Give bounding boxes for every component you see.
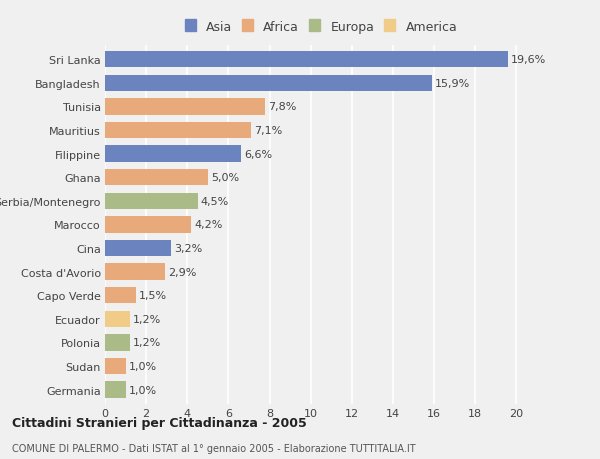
Text: 1,0%: 1,0% <box>128 361 157 371</box>
Bar <box>105 311 130 327</box>
Bar <box>105 358 125 375</box>
Legend: Asia, Africa, Europa, America: Asia, Africa, Europa, America <box>182 18 460 36</box>
Text: 4,2%: 4,2% <box>194 220 223 230</box>
Bar <box>105 193 197 210</box>
Bar <box>105 146 241 162</box>
Text: 1,2%: 1,2% <box>133 314 161 324</box>
Text: 7,1%: 7,1% <box>254 126 283 136</box>
Bar <box>105 381 125 398</box>
Text: 1,0%: 1,0% <box>128 385 157 395</box>
Bar <box>105 169 208 186</box>
Text: 19,6%: 19,6% <box>511 55 547 65</box>
Bar <box>105 287 136 304</box>
Text: 6,6%: 6,6% <box>244 149 272 159</box>
Bar <box>105 99 265 115</box>
Text: 3,2%: 3,2% <box>174 243 202 253</box>
Bar <box>105 75 432 92</box>
Text: COMUNE DI PALERMO - Dati ISTAT al 1° gennaio 2005 - Elaborazione TUTTITALIA.IT: COMUNE DI PALERMO - Dati ISTAT al 1° gen… <box>12 443 416 453</box>
Text: 1,5%: 1,5% <box>139 291 167 301</box>
Bar <box>105 217 191 233</box>
Text: 5,0%: 5,0% <box>211 173 239 183</box>
Text: Cittadini Stranieri per Cittadinanza - 2005: Cittadini Stranieri per Cittadinanza - 2… <box>12 416 307 429</box>
Text: 1,2%: 1,2% <box>133 338 161 347</box>
Bar <box>105 123 251 139</box>
Bar <box>105 240 171 257</box>
Bar <box>105 264 164 280</box>
Text: 15,9%: 15,9% <box>435 78 470 89</box>
Bar <box>105 52 508 68</box>
Text: 2,9%: 2,9% <box>168 267 196 277</box>
Bar <box>105 335 130 351</box>
Text: 7,8%: 7,8% <box>269 102 297 112</box>
Text: 4,5%: 4,5% <box>200 196 229 207</box>
